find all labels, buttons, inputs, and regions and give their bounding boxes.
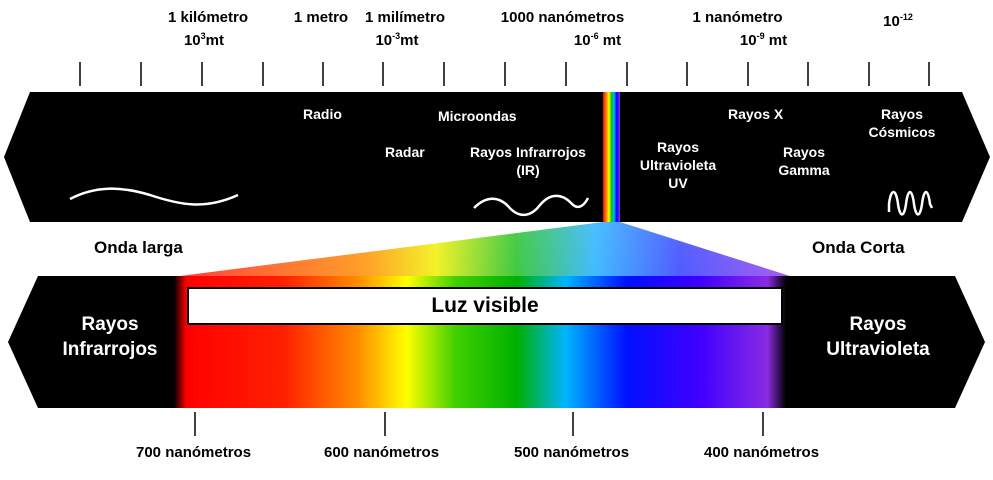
band-line: Rayos Infrarrojos: [470, 144, 586, 160]
scale-unit: mt: [400, 32, 419, 49]
scale-line1: 1000 nanómetros: [500, 9, 625, 26]
nm-label-700: 700 nanómetros: [136, 444, 252, 461]
nm-ticks: [194, 412, 764, 436]
scale-line1: 1 metro: [293, 9, 349, 26]
scale-label-km: 1 kilómetro 103mt: [168, 8, 249, 50]
scale-exponent: -6: [590, 31, 599, 41]
band-line: Cósmicos: [868, 124, 936, 140]
long-wave-icon: [69, 187, 239, 206]
band-line: Rayos: [656, 139, 700, 155]
medium-wave-icon: [473, 194, 590, 217]
scale-label-nm: 1 nanómetro 10-9 mt: [680, 8, 795, 50]
visible-fan-overlay: [180, 222, 790, 276]
visible-strip: [603, 92, 620, 222]
scale-label-pm: 10-12: [868, 8, 928, 31]
scale-line2: 10-12: [868, 8, 928, 31]
scale-label-mm: 1 milímetro 10-3mt: [355, 8, 455, 50]
band-infrarrojos: Rayos Infrarrojos (IR): [466, 143, 590, 179]
side-line: Infrarrojos: [62, 339, 158, 360]
nm-label-400: 400 nanómetros: [704, 444, 820, 461]
scale-exponent: -9: [756, 31, 765, 41]
band-line: Rayos: [880, 106, 924, 122]
scale-base: 10: [883, 13, 900, 30]
scale-line1: 1 kilómetro: [168, 9, 249, 26]
scale-line2: 10-9 mt: [680, 27, 795, 50]
scale-ticks: [79, 62, 930, 86]
band-ultravioleta: Rayos Ultravioleta UV: [636, 138, 720, 192]
band-gamma: Rayos Gamma: [772, 143, 836, 179]
scale-label-m: 1 metro: [286, 8, 356, 27]
luz-visible-title: Luz visible: [187, 287, 783, 325]
nm-label-500: 500 nanómetros: [514, 444, 630, 461]
side-line: Ultravioleta: [826, 339, 930, 360]
scale-unit: mt: [205, 32, 225, 49]
scale-exponent: -3: [392, 31, 401, 41]
scale-line2: 10-3mt: [355, 27, 455, 50]
band-radar: Radar: [385, 144, 425, 160]
onda-larga-label: Onda larga: [94, 238, 183, 257]
scale-base: 10: [739, 32, 757, 49]
band-microondas: Microondas: [438, 108, 517, 124]
lower-infrarrojos-label: Rayos Infrarrojos: [50, 312, 170, 362]
scale-line1: 1 milímetro: [364, 9, 446, 26]
scale-exponent: 3: [200, 31, 206, 41]
band-rayos-x: Rayos X: [728, 106, 784, 122]
band-line: UV: [668, 175, 688, 191]
band-line: Rayos: [782, 144, 826, 160]
scale-label-um: 1000 nanómetros 10-6 mt: [490, 8, 635, 50]
scale-line2: 103mt: [168, 27, 240, 50]
scale-base: 10: [375, 32, 393, 49]
scale-unit: mt: [598, 32, 622, 49]
nm-label-600: 600 nanómetros: [324, 444, 440, 461]
band-cosmicos: Rayos Cósmicos: [864, 105, 940, 141]
onda-corta-label: Onda Corta: [812, 238, 905, 257]
band-line: (IR): [516, 162, 540, 178]
scale-line1: 1 nanómetro: [692, 9, 783, 26]
lower-ultravioleta-label: Rayos Ultravioleta: [810, 312, 946, 362]
band-line: Gamma: [778, 162, 830, 178]
side-line: Rayos: [849, 314, 907, 335]
scale-exponent: -12: [899, 12, 913, 22]
band-line: Ultravioleta: [639, 157, 717, 173]
scale-unit: mt: [764, 32, 788, 49]
short-wave-icon: [887, 190, 934, 216]
em-spectrum-band: [4, 92, 990, 222]
scale-base: 10: [183, 32, 201, 49]
band-radio: Radio: [303, 106, 342, 122]
scale-line2: 10-6 mt: [490, 27, 635, 50]
side-line: Rayos: [81, 314, 139, 335]
scale-base: 10: [573, 32, 591, 49]
